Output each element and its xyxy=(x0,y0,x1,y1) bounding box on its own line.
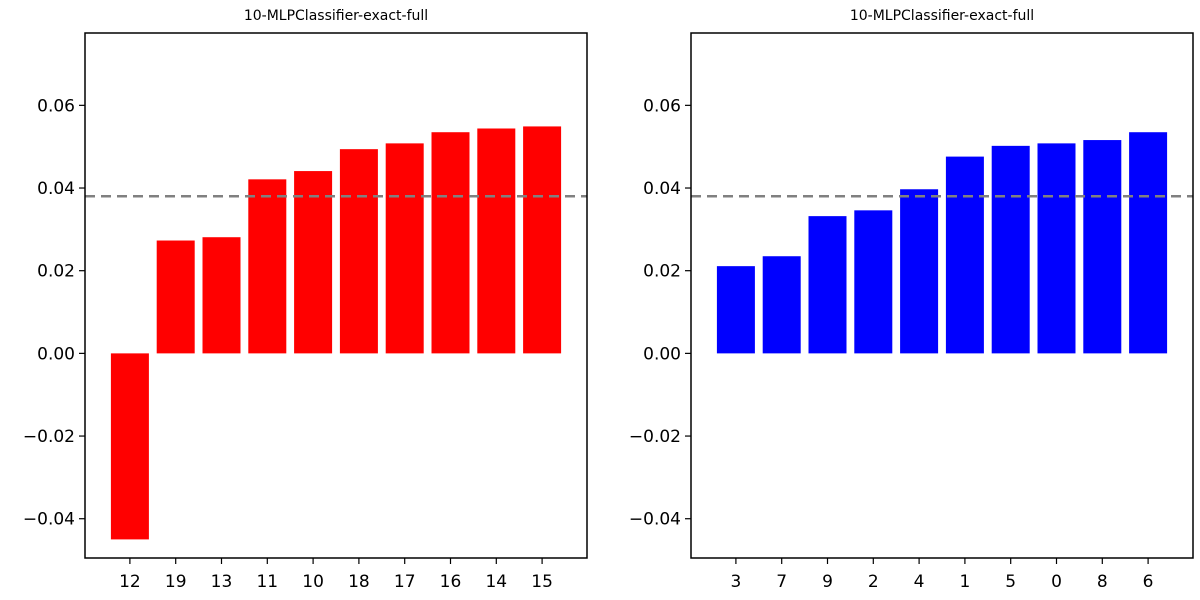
y-tick-label: −0.02 xyxy=(23,427,75,447)
bar-14 xyxy=(477,128,516,354)
x-tick-label: 7 xyxy=(776,572,787,592)
chart-title: 10-MLPClassifier-exact-full xyxy=(244,8,428,24)
bar-16 xyxy=(431,132,470,354)
bar-6 xyxy=(1129,132,1168,354)
x-tick-label: 2 xyxy=(868,572,879,592)
y-tick-label: 0.04 xyxy=(37,179,75,199)
y-tick-label: 0.02 xyxy=(37,262,75,282)
plot-frame xyxy=(84,32,588,559)
bar-2 xyxy=(854,210,893,354)
bar-19 xyxy=(156,240,195,354)
x-tick-label: 9 xyxy=(822,572,833,592)
x-tick-label: 15 xyxy=(531,572,553,592)
x-tick-label: 18 xyxy=(348,572,370,592)
chart-panel-2: 10-MLPClassifier-exact-full −0.04 −0.02 0.0… xyxy=(629,8,1194,592)
x-tick-label: 4 xyxy=(914,572,925,592)
x-tick-label: 12 xyxy=(119,572,141,592)
x-tick-label: 10 xyxy=(302,572,324,592)
y-tick-label: 0.00 xyxy=(37,344,75,364)
bar-11 xyxy=(248,179,287,354)
bar-9 xyxy=(808,216,847,354)
bar-12 xyxy=(110,353,149,540)
bar-4 xyxy=(900,189,939,354)
y-tick-label: 0.06 xyxy=(643,96,681,116)
chart-title: 10-MLPClassifier-exact-full xyxy=(850,8,1034,24)
x-tick-label: 17 xyxy=(394,572,416,592)
y-tick-label: −0.04 xyxy=(629,510,681,530)
x-tick-label: 14 xyxy=(485,572,507,592)
bar-15 xyxy=(523,126,562,354)
x-tick-label: 3 xyxy=(730,572,741,592)
x-tick-label: 0 xyxy=(1051,572,1062,592)
y-tick-label: 0.02 xyxy=(643,262,681,282)
bar-1 xyxy=(945,156,984,354)
bar-13 xyxy=(202,237,241,354)
x-tick-label: 13 xyxy=(211,572,233,592)
bar-17 xyxy=(385,143,424,354)
bar-8 xyxy=(1083,140,1122,354)
x-tick-label: 19 xyxy=(165,572,187,592)
y-tick-label: −0.02 xyxy=(629,427,681,447)
chart-panel-1: 10-MLPClassifier-exact-full −0.04 −0.02 0.0… xyxy=(23,8,588,592)
bar-3 xyxy=(716,266,755,354)
bar-10 xyxy=(294,171,333,354)
y-tick-label: 0.06 xyxy=(37,96,75,116)
x-tick-label: 6 xyxy=(1143,572,1154,592)
plot-frame xyxy=(690,32,1194,559)
y-tick-label: 0.04 xyxy=(643,179,681,199)
x-tick-label: 16 xyxy=(440,572,462,592)
bar-18 xyxy=(339,149,378,354)
x-tick-label: 1 xyxy=(959,572,970,592)
y-tick-label: 0.00 xyxy=(643,344,681,364)
bar-5 xyxy=(991,145,1030,354)
x-tick-label: 5 xyxy=(1005,572,1016,592)
bar-7 xyxy=(762,256,801,354)
x-tick-label: 8 xyxy=(1097,572,1108,592)
y-tick-label: −0.04 xyxy=(23,510,75,530)
x-tick-label: 11 xyxy=(256,572,278,592)
bar-0 xyxy=(1037,143,1076,354)
